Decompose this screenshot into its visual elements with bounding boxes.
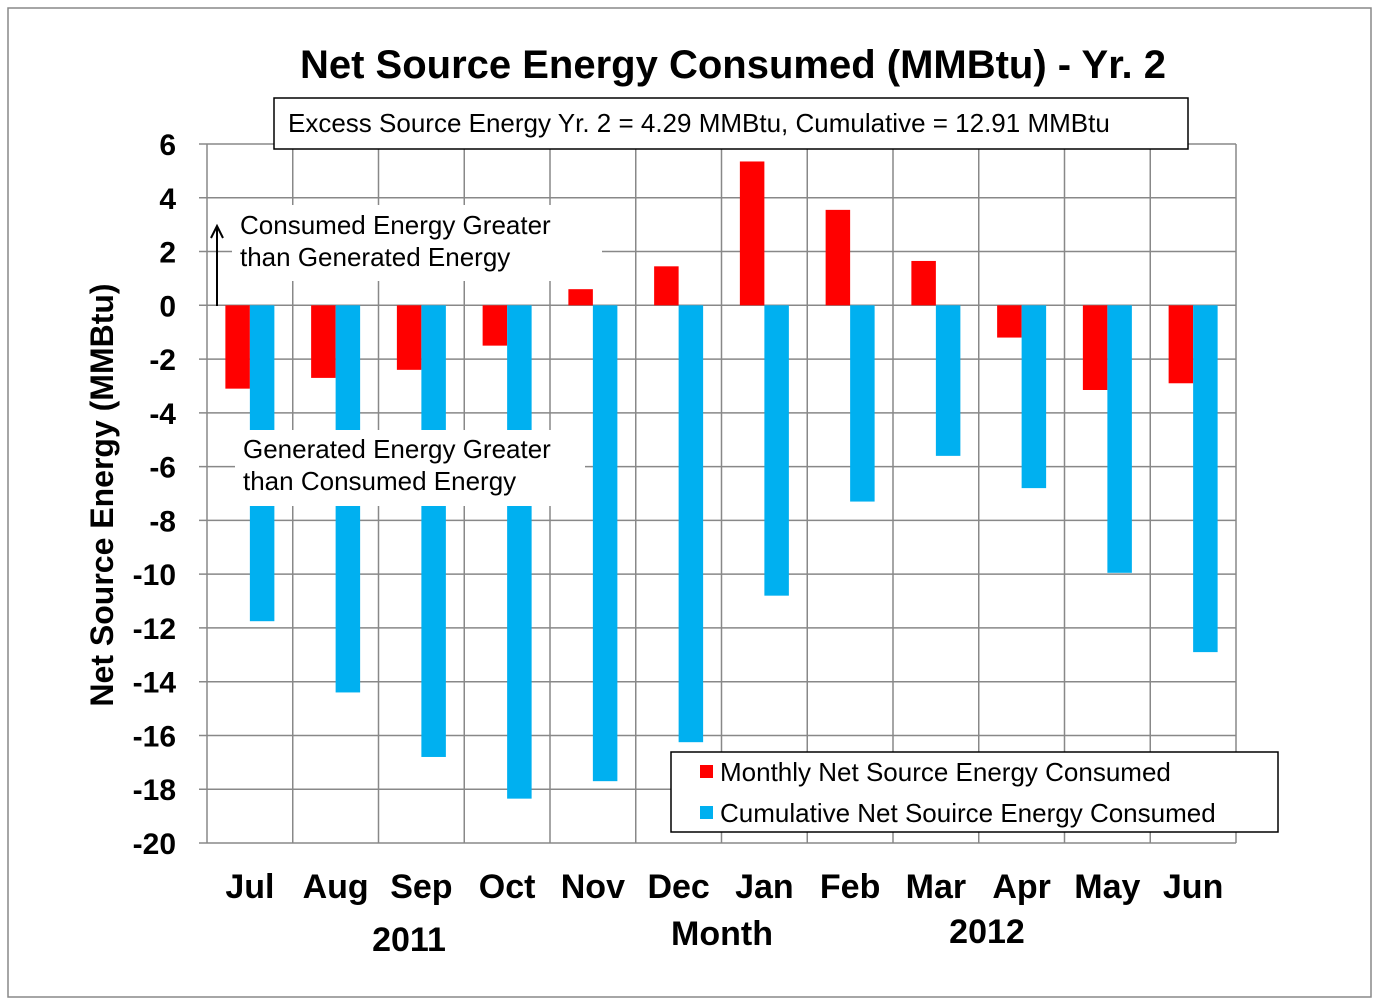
x-tick-label: Mar	[906, 868, 966, 906]
annotation-consumed-line1: Consumed Energy Greater	[240, 210, 551, 240]
y-tick-label: 4	[159, 183, 176, 216]
annotation-box-generated	[235, 430, 585, 506]
year-label-2012: 2012	[949, 913, 1025, 951]
y-axis-label: Net Source Energy (MMBtu)	[84, 283, 120, 706]
y-tick-label: -4	[149, 398, 176, 431]
x-axis-label: Month	[671, 915, 773, 953]
x-tick-label: Aug	[303, 868, 369, 906]
monthly-bar-jan	[739, 161, 765, 306]
cumulative-bar-feb	[850, 305, 875, 502]
monthly-bar-jun	[1168, 305, 1194, 384]
monthly-bar-mar	[911, 260, 936, 306]
x-tick-label: Nov	[561, 868, 625, 906]
monthly-bar-may	[1082, 305, 1108, 390]
annotation-generated-line1: Generated Energy Greater	[243, 434, 551, 464]
x-tick-label: Jul	[225, 868, 274, 906]
monthly-bar-apr	[997, 305, 1022, 338]
y-tick-label: 2	[159, 237, 176, 270]
cumulative-bar-apr	[1021, 305, 1047, 489]
x-tick-label: Jan	[735, 868, 794, 906]
cumulative-bar-sep	[421, 305, 446, 757]
x-tick-label: Sep	[390, 868, 452, 906]
arrow-head-icon	[210, 223, 224, 239]
y-tick-label: -2	[149, 344, 176, 377]
legend-swatch-monthly	[700, 765, 713, 778]
legend	[670, 751, 1279, 833]
y-tick-label: -6	[149, 452, 176, 485]
chart-title: Net Source Energy Consumed (MMBtu) - Yr.…	[300, 43, 1166, 87]
y-tick-label: -14	[133, 667, 177, 700]
x-tick-label: Apr	[992, 868, 1051, 906]
legend-label-cumulative: Cumulative Net Souirce Energy Consumed	[720, 798, 1216, 828]
chart-subtitle: Excess Source Energy Yr. 2 = 4.29 MMBtu,…	[288, 108, 1110, 138]
cumulative-bar-jun	[1193, 305, 1218, 653]
x-tick-label: Feb	[820, 868, 880, 906]
y-tick-label: -8	[149, 505, 176, 538]
x-tick-label: Dec	[647, 868, 709, 906]
monthly-bar-oct	[482, 305, 508, 346]
annotation-generated-line2: than Consumed Energy	[243, 466, 516, 496]
cumulative-bar-may	[1107, 305, 1132, 573]
x-tick-label: Oct	[479, 868, 536, 906]
y-tick-label: -20	[133, 828, 176, 861]
y-tick-label: -10	[133, 559, 176, 592]
y-tick-label: 6	[159, 129, 176, 162]
cumulative-bar-oct	[507, 305, 532, 799]
legend-swatch-cumulative	[700, 806, 713, 819]
monthly-bar-sep	[396, 305, 422, 370]
monthly-bar-jul	[225, 305, 250, 389]
annotation-box-consumed	[232, 205, 602, 281]
y-tick-label: -16	[133, 720, 176, 753]
monthly-bar-aug	[311, 305, 336, 378]
y-tick-label: -18	[133, 774, 176, 807]
cumulative-bar-jan	[764, 305, 789, 596]
monthly-bar-feb	[825, 209, 851, 306]
legend-label-monthly: Monthly Net Source Energy Consumed	[720, 757, 1171, 787]
monthly-bar-dec	[654, 266, 679, 306]
year-label-2011: 2011	[372, 921, 446, 959]
y-tick-label: 0	[159, 290, 176, 323]
x-tick-label: May	[1074, 868, 1140, 906]
monthly-bar-nov	[568, 289, 593, 306]
cumulative-bar-nov	[592, 305, 618, 782]
y-tick-label: -12	[133, 613, 176, 646]
cumulative-bar-dec	[678, 305, 704, 743]
cumulative-bar-mar	[935, 305, 961, 456]
subtitle-box	[273, 97, 1189, 150]
x-tick-label: Jun	[1163, 868, 1223, 906]
annotation-consumed-line2: than Generated Energy	[240, 242, 510, 272]
